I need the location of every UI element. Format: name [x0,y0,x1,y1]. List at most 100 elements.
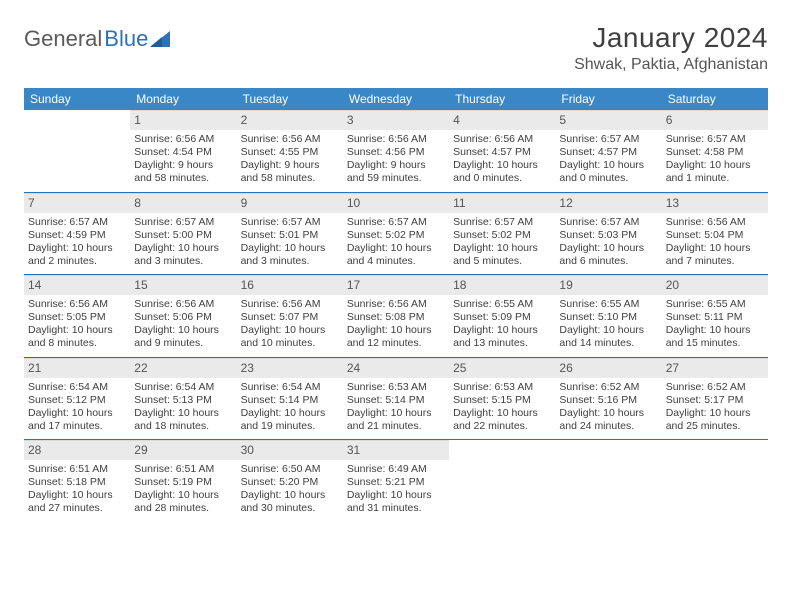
daylight-line: Daylight: 10 hours and 22 minutes. [453,407,551,433]
logo: GeneralBlue [24,26,170,52]
calendar-cell: 27 Sunrise: 6:52 AMSunset: 5:17 PMDayligh… [662,358,768,440]
calendar-week-row: 7Sunrise: 6:57 AMSunset: 4:59 PMDaylight… [24,193,768,275]
logo-text-general: General [24,26,102,52]
day-number: 22 [130,358,236,378]
calendar-cell: 4Sunrise: 6:56 AMSunset: 4:57 PMDaylight… [449,110,555,192]
sunrise-line: Sunrise: 6:53 AM [453,381,551,394]
weekday-header: Thursday [449,88,555,110]
sunrise-line: Sunrise: 6:55 AM [666,298,764,311]
calendar-cell: 14Sunrise: 6:56 AMSunset: 5:05 PMDayligh… [24,275,130,357]
daylight-line: Daylight: 10 hours and 25 minutes. [666,407,764,433]
sunset-line: Sunset: 5:08 PM [347,311,445,324]
sunset-line: Sunset: 4:57 PM [453,146,551,159]
logo-text-blue: Blue [104,26,170,52]
sunset-line: Sunset: 4:59 PM [28,229,126,242]
day-number: 11 [449,193,555,213]
sunrise-line: Sunrise: 6:56 AM [134,298,232,311]
daylight-line: Daylight: 10 hours and 9 minutes. [134,324,232,350]
daylight-line: Daylight: 10 hours and 2 minutes. [28,242,126,268]
weekday-header: Friday [555,88,661,110]
daylight-line: Daylight: 10 hours and 21 minutes. [347,407,445,433]
daylight-line: Daylight: 10 hours and 28 minutes. [134,489,232,515]
calendar-cell [24,110,130,192]
calendar-cell: 26Sunrise: 6:52 AMSunset: 5:16 PMDayligh… [555,358,661,440]
calendar-week-row: 28Sunrise: 6:51 AMSunset: 5:18 PMDayligh… [24,440,768,522]
sunset-line: Sunset: 4:55 PM [241,146,339,159]
sunrise-line: Sunrise: 6:57 AM [559,133,657,146]
sunrise-line: Sunrise: 6:57 AM [453,216,551,229]
weekday-header: Wednesday [343,88,449,110]
sunrise-line: Sunrise: 6:54 AM [241,381,339,394]
sunrise-line: Sunrise: 6:54 AM [28,381,126,394]
daylight-line: Daylight: 10 hours and 8 minutes. [28,324,126,350]
sunset-line: Sunset: 5:17 PM [666,394,764,407]
day-number: 18 [449,275,555,295]
sunrise-line: Sunrise: 6:52 AM [666,381,764,394]
daylight-line: Daylight: 10 hours and 31 minutes. [347,489,445,515]
logo-triangle-icon [150,31,170,47]
sunset-line: Sunset: 5:09 PM [453,311,551,324]
calendar-cell: 21Sunrise: 6:54 AMSunset: 5:12 PMDayligh… [24,358,130,440]
sunrise-line: Sunrise: 6:50 AM [241,463,339,476]
daylight-line: Daylight: 10 hours and 19 minutes. [241,407,339,433]
sunset-line: Sunset: 5:01 PM [241,229,339,242]
calendar-cell: 5Sunrise: 6:57 AMSunset: 4:57 PMDaylight… [555,110,661,192]
day-number: 27 [662,358,768,378]
day-number: 1 [130,110,236,130]
daylight-line: Daylight: 10 hours and 15 minutes. [666,324,764,350]
sunset-line: Sunset: 5:20 PM [241,476,339,489]
day-number: 31 [343,440,449,460]
sunset-line: Sunset: 5:18 PM [28,476,126,489]
sunrise-line: Sunrise: 6:57 AM [134,216,232,229]
sunset-line: Sunset: 5:12 PM [28,394,126,407]
sunset-line: Sunset: 5:02 PM [347,229,445,242]
sunrise-line: Sunrise: 6:55 AM [559,298,657,311]
daylight-line: Daylight: 10 hours and 4 minutes. [347,242,445,268]
sunset-line: Sunset: 5:06 PM [134,311,232,324]
daylight-line: Daylight: 10 hours and 30 minutes. [241,489,339,515]
calendar-cell: 6Sunrise: 6:57 AMSunset: 4:58 PMDaylight… [662,110,768,192]
daylight-line: Daylight: 10 hours and 13 minutes. [453,324,551,350]
calendar-cell: 25Sunrise: 6:53 AMSunset: 5:15 PMDayligh… [449,358,555,440]
sunset-line: Sunset: 5:00 PM [134,229,232,242]
sunrise-line: Sunrise: 6:54 AM [134,381,232,394]
daylight-line: Daylight: 10 hours and 24 minutes. [559,407,657,433]
daylight-line: Daylight: 9 hours and 58 minutes. [241,159,339,185]
sunrise-line: Sunrise: 6:51 AM [28,463,126,476]
sunset-line: Sunset: 4:58 PM [666,146,764,159]
sunset-line: Sunset: 5:07 PM [241,311,339,324]
calendar-cell: 17Sunrise: 6:56 AMSunset: 5:08 PMDayligh… [343,275,449,357]
sunrise-line: Sunrise: 6:57 AM [559,216,657,229]
sunset-line: Sunset: 5:02 PM [453,229,551,242]
day-number: 25 [449,358,555,378]
sunrise-line: Sunrise: 6:56 AM [347,298,445,311]
calendar-cell: 22Sunrise: 6:54 AMSunset: 5:13 PMDayligh… [130,358,236,440]
calendar-cell: 16Sunrise: 6:56 AMSunset: 5:07 PMDayligh… [237,275,343,357]
calendar-cell: 30Sunrise: 6:50 AMSunset: 5:20 PMDayligh… [237,440,343,522]
calendar-cell: 15Sunrise: 6:56 AMSunset: 5:06 PMDayligh… [130,275,236,357]
calendar-cell [449,440,555,522]
weekday-header: Saturday [662,88,768,110]
sunrise-line: Sunrise: 6:56 AM [347,133,445,146]
calendar-cell: 24Sunrise: 6:53 AMSunset: 5:14 PMDayligh… [343,358,449,440]
daylight-line: Daylight: 10 hours and 0 minutes. [453,159,551,185]
day-number: 12 [555,193,661,213]
day-number: 9 [237,193,343,213]
daylight-line: Daylight: 10 hours and 3 minutes. [134,242,232,268]
sunset-line: Sunset: 5:05 PM [28,311,126,324]
calendar-cell: 9Sunrise: 6:57 AMSunset: 5:01 PMDaylight… [237,193,343,275]
daylight-line: Daylight: 10 hours and 18 minutes. [134,407,232,433]
daylight-line: Daylight: 10 hours and 5 minutes. [453,242,551,268]
day-number: 4 [449,110,555,130]
calendar-cell: 10Sunrise: 6:57 AMSunset: 5:02 PMDayligh… [343,193,449,275]
daylight-line: Daylight: 9 hours and 59 minutes. [347,159,445,185]
day-number: 23 [237,358,343,378]
day-number: 3 [343,110,449,130]
day-number: 20 [662,275,768,295]
sunrise-line: Sunrise: 6:56 AM [28,298,126,311]
calendar-cell: 20 Sunrise: 6:55 AMSunset: 5:11 PMDayligh… [662,275,768,357]
calendar-cell: 8Sunrise: 6:57 AMSunset: 5:00 PMDaylight… [130,193,236,275]
weekday-header: Monday [130,88,236,110]
sunrise-line: Sunrise: 6:56 AM [241,133,339,146]
sunset-line: Sunset: 5:11 PM [666,311,764,324]
